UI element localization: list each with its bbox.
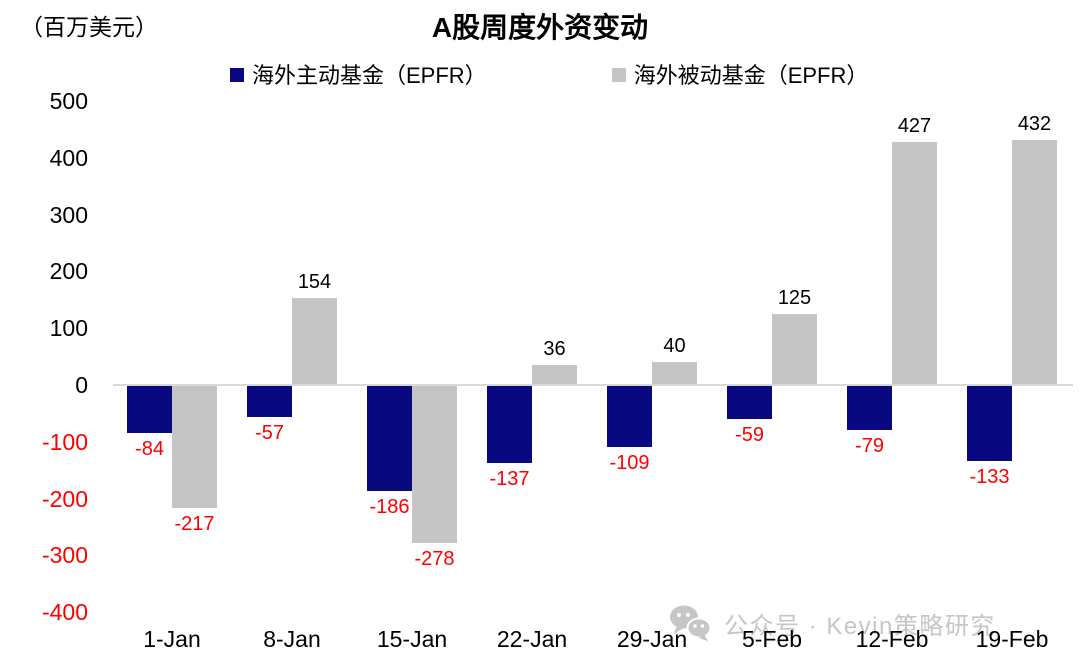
bar-value-label: -133 [969,465,1010,488]
bar-active-1-Jan [127,385,172,433]
bar-passive-8-Jan [292,297,337,385]
y-axis-tick-label: -100 [41,428,88,455]
bar-value-label: -57 [255,422,284,445]
legend-label-active-funds: 海外主动基金（EPFR） [252,63,487,88]
y-axis-tick-label: 400 [49,144,88,171]
x-axis-tick-label: 1-Jan [143,626,201,652]
bar-active-29-Jan [607,385,652,447]
bar-value-label: 36 [543,337,566,360]
bar-value-label: -79 [855,434,884,457]
bar-passive-15-Jan [412,385,457,543]
bar-value-label: -137 [489,467,530,490]
x-axis-tick-label: 5-Feb [741,626,803,652]
legend-item-active-funds: 海外主动基金（EPFR） [230,58,487,90]
bar-value-label: -186 [369,495,410,518]
bar-passive-1-Jan [172,385,217,509]
bar-active-5-Feb [727,385,772,419]
y-axis-tick-label: -300 [41,542,88,569]
y-axis-tick-label: 200 [49,258,88,285]
bar-active-12-Feb [847,385,892,430]
chart-title: A股周度外资变动 [431,12,649,43]
bar-active-15-Jan [367,385,412,491]
x-axis-tick-label: 22-Jan [496,626,568,652]
bar-passive-19-Feb [1012,139,1057,385]
y-axis-unit-label: （百万美元） [20,14,158,40]
bar-value-label: -278 [414,547,455,570]
legend-label-passive-funds: 海外被动基金（EPFR） [633,63,869,88]
bar-passive-22-Jan [532,364,577,385]
bar-value-label: 432 [1017,112,1052,135]
y-axis-tick-label: -200 [41,485,88,512]
watermark-text: 公众号 · Kevin策略研究 [724,612,996,640]
bar-value-label: -59 [735,423,764,446]
legend: 海外主动基金（EPFR） 海外被动基金（EPFR） [230,58,868,90]
x-axis-tick-label: 29-Jan [616,626,688,652]
watermark: 公众号 · Kevin策略研究 [668,604,996,642]
bar-active-19-Feb [967,385,1012,461]
bar-value-label: -84 [135,437,164,460]
bar-value-label: -109 [609,451,650,474]
y-axis-tick-label: 500 [49,88,88,114]
bar-value-label: 427 [897,115,932,138]
bar-passive-12-Feb [892,142,937,385]
bar-value-label: 154 [297,270,332,293]
bar-value-label: 125 [777,287,812,309]
y-axis-tick-label: 300 [49,201,88,228]
x-axis-tick-label: 12-Feb [855,626,929,652]
bar-passive-29-Jan [652,362,697,385]
y-axis-tick-label: 100 [49,315,88,342]
legend-item-passive-funds: 海外被动基金（EPFR） [611,58,869,90]
bar-active-8-Jan [247,385,292,418]
wechat-icon [670,605,712,642]
bar-passive-5-Feb [772,314,817,385]
bar-value-label: 40 [663,335,686,358]
x-axis-tick-label: 8-Jan [263,626,321,652]
legend-swatch-passive-funds [611,68,626,82]
x-axis-tick-label: 19-Feb [975,626,1049,652]
y-axis-tick-label: -400 [41,599,88,626]
zero-axis-line [113,384,1073,386]
x-axis-tick-label: 15-Jan [376,626,448,652]
bar-value-label: -217 [174,513,215,536]
y-axis-tick-label: 0 [75,372,88,398]
legend-swatch-active-funds [230,68,244,82]
bar-active-22-Jan [487,385,532,463]
